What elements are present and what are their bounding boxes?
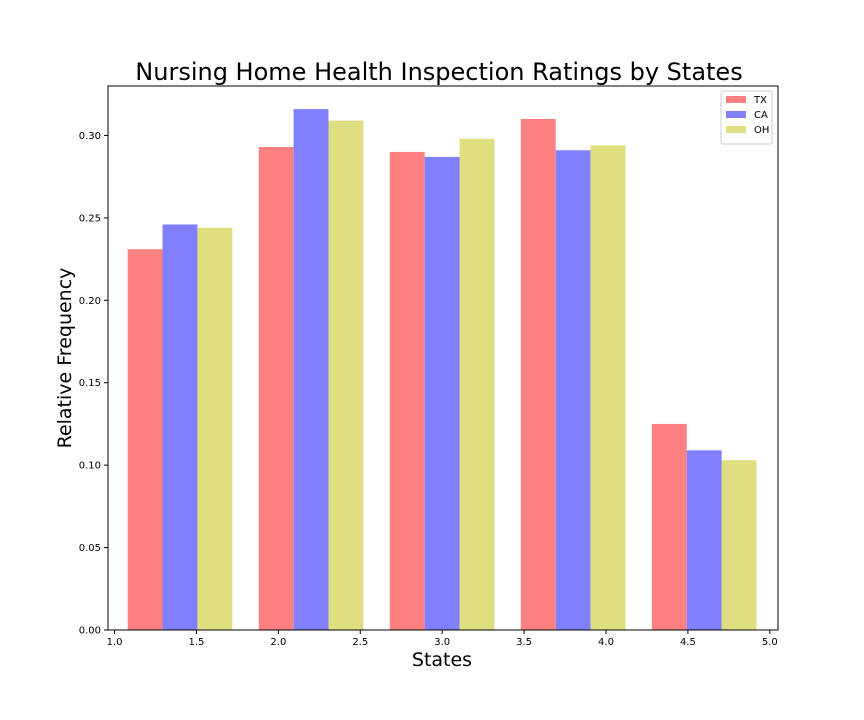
bar-oh-5 — [721, 460, 757, 630]
bar-ca-3 — [424, 156, 460, 631]
x-tick-label: 4.0 — [598, 637, 614, 648]
x-tick-label: 4.5 — [680, 637, 696, 648]
bar-oh-2 — [328, 120, 364, 631]
y-axis-label: Relative Frequency — [54, 268, 76, 449]
x-tick-label: 2.5 — [352, 637, 368, 648]
legend-swatch-tx — [726, 96, 746, 103]
y-tick-label: 0.05 — [79, 543, 101, 554]
legend-label-oh: OH — [754, 125, 769, 136]
x-tick-label: 1.5 — [189, 637, 205, 648]
legend-label-ca: CA — [754, 110, 768, 121]
x-tick-label: 3.0 — [434, 637, 450, 648]
bar-ca-4 — [555, 150, 591, 631]
bar-tx-4 — [520, 118, 556, 630]
y-tick-label: 0.20 — [79, 296, 101, 307]
x-tick-label: 2.0 — [270, 637, 286, 648]
y-tick-label: 0.25 — [79, 213, 101, 224]
bar-tx-3 — [389, 151, 425, 630]
bar-ca-5 — [686, 450, 722, 630]
y-tick-label: 0.30 — [79, 131, 101, 142]
bar-oh-1 — [197, 227, 233, 630]
chart-title: Nursing Home Health Inspection Ratings b… — [135, 58, 742, 86]
legend-swatch-ca — [726, 111, 746, 118]
x-tick-label: 3.5 — [516, 637, 532, 648]
bar-tx-1 — [127, 249, 163, 630]
plot-frame — [107, 85, 779, 631]
bar-oh-4 — [590, 145, 626, 630]
bar-tx-2 — [258, 146, 294, 630]
bar-tx-5 — [651, 423, 687, 630]
x-axis-ticks: 1.0 1.5 2.0 2.5 3.0 3.5 4.0 4.5 5.0 — [107, 630, 778, 648]
legend-label-tx: TX — [753, 95, 767, 106]
legend-swatch-oh — [726, 126, 746, 133]
legend: TX CA OH — [720, 90, 773, 145]
bar-oh-3 — [459, 138, 495, 630]
bar-ca-1 — [162, 224, 198, 631]
x-tick-label: 5.0 — [762, 637, 778, 648]
y-tick-label: 0.10 — [79, 461, 101, 472]
y-tick-label: 0.15 — [79, 378, 101, 389]
bars-layer — [127, 109, 757, 631]
x-tick-label: 1.0 — [107, 637, 123, 648]
y-tick-label: 0.00 — [79, 626, 101, 637]
bar-ca-2 — [293, 109, 329, 630]
y-axis-ticks: 0.00 0.05 0.10 0.15 0.20 0.25 0.30 — [79, 131, 108, 637]
x-axis-label: States — [412, 649, 472, 671]
